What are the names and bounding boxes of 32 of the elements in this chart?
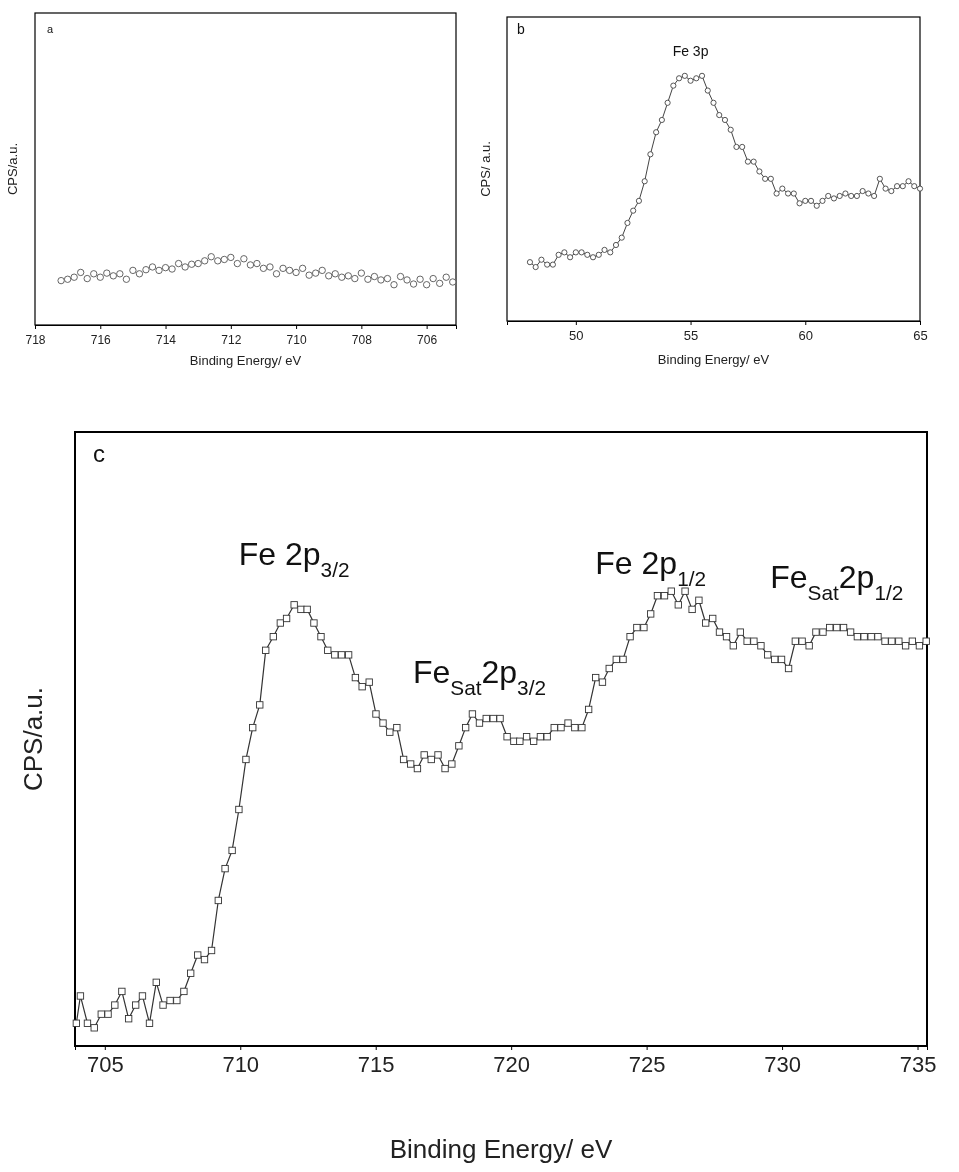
annotation: Fe 2p$_{3/2}$ (238, 535, 350, 581)
x-axis-title: Binding Energy/ eV (389, 1134, 613, 1164)
text: b (517, 21, 525, 37)
x-tick-label: 730 (764, 1051, 801, 1077)
x-tick-label: 710 (222, 1051, 260, 1077)
annotation: Fe 2p$_{1/2}$ (595, 544, 707, 590)
y-axis-title: CPS/a.u. (18, 686, 48, 792)
x-axis-title: Binding Energy/ eV (189, 353, 302, 368)
annotation: Fe$_{Sat}$2p$_{3/2}$ (412, 654, 546, 699)
annotation: Fe$_{Sat}$2p$_{1/2}$ (770, 558, 904, 604)
x-tick-label: 735 (899, 1051, 937, 1077)
annotation: Fe 3p (672, 43, 709, 60)
y-axis-title: CPS/a.u. (5, 142, 20, 196)
x-tick-label: 710 (286, 332, 307, 347)
x-tick-label: 55 (683, 328, 699, 344)
x-tick-label: 705 (86, 1051, 124, 1077)
x-axis-title: Binding Energy/ eV (657, 352, 770, 367)
x-tick-label: 706 (417, 332, 438, 347)
text: a (47, 23, 54, 35)
x-tick-label: 50 (569, 328, 584, 344)
y-axis-title: CPS/ a.u. (478, 141, 493, 197)
x-tick-label: 715 (357, 1051, 395, 1077)
x-tick-label: 708 (351, 332, 373, 347)
text: c (93, 440, 105, 467)
x-tick-label: 720 (493, 1051, 531, 1077)
x-tick-label: 65 (913, 328, 928, 344)
x-tick-label: 712 (221, 332, 242, 347)
x-tick-label: 718 (25, 332, 46, 347)
x-tick-label: 714 (156, 332, 177, 347)
x-tick-label: 60 (798, 328, 814, 344)
x-tick-label: 725 (628, 1051, 666, 1077)
x-tick-label: 716 (90, 332, 112, 347)
